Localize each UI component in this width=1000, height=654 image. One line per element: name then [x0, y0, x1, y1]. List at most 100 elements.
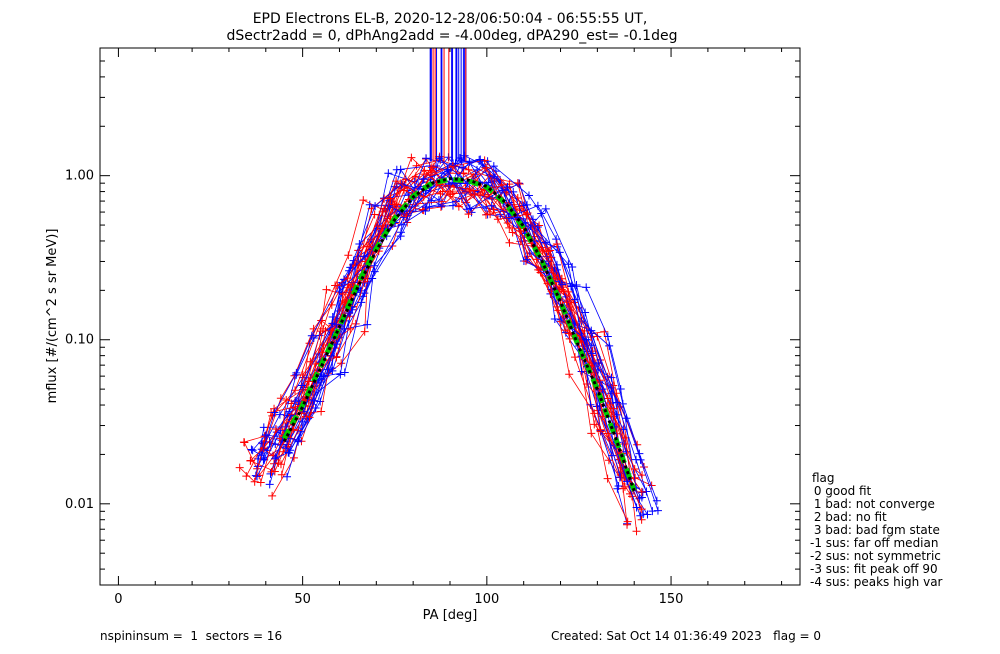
- legend-entry: 2 bad: no fit: [810, 510, 887, 524]
- sweep-line: [260, 169, 643, 510]
- sweep-point: [538, 247, 547, 256]
- sweep-point: [443, 165, 452, 174]
- sweep-point: [503, 182, 512, 191]
- footer-spin-info: nspininsum = 1 sectors = 16: [100, 629, 282, 643]
- sweep-point: [632, 527, 641, 536]
- chart-title-line1: EPD Electrons EL-B, 2020-12-28/06:50:04 …: [253, 11, 648, 27]
- sweep-point: [305, 413, 314, 422]
- sweep-point: [546, 246, 555, 255]
- sweep-point: [637, 487, 646, 496]
- series-layer: [235, 48, 662, 536]
- flag-legend: flag 0 good fit 1 bad: not converge 2 ba…: [810, 471, 943, 589]
- sweep-point: [487, 201, 496, 210]
- sweep-point: [619, 484, 628, 493]
- sweep-point: [552, 235, 561, 244]
- sweep-point: [270, 408, 279, 417]
- sweep-point: [340, 368, 349, 377]
- sweep-point: [445, 179, 454, 188]
- sweep-point: [464, 210, 473, 219]
- sweep-point: [414, 182, 423, 191]
- sweep-point: [446, 190, 455, 199]
- sweep-point: [550, 314, 559, 323]
- sweep-point: [541, 204, 550, 213]
- sweep-point: [603, 332, 612, 341]
- sweep-point: [570, 353, 579, 362]
- legend-entry: 3 bad: bad fgm state: [810, 523, 940, 537]
- sweep-point: [458, 163, 467, 172]
- legend-title: flag: [812, 471, 835, 485]
- sweep-point: [555, 248, 564, 257]
- sweep-point: [590, 420, 599, 429]
- sweep-point: [246, 456, 255, 465]
- sweep-point: [554, 306, 563, 315]
- sweep-point: [283, 472, 292, 481]
- sweep-point: [603, 394, 612, 403]
- x-axis-label: PA [deg]: [423, 608, 478, 623]
- sweep-point: [318, 324, 327, 333]
- sweep-point: [307, 331, 316, 340]
- sweep-point: [250, 477, 259, 486]
- sweep-point: [339, 275, 348, 284]
- sweep-line: [251, 168, 637, 508]
- sweep-point: [368, 248, 377, 257]
- sweep-point: [353, 261, 362, 270]
- legend-entry: 1 bad: not converge: [810, 497, 935, 511]
- sweep-point: [498, 186, 507, 195]
- sweep-point: [268, 491, 277, 500]
- sweep-point: [297, 381, 306, 390]
- sweep-point: [534, 265, 543, 274]
- sweep-point: [267, 467, 276, 476]
- sweep-point: [332, 353, 341, 362]
- sweep-point: [298, 371, 307, 380]
- sweep-point: [469, 186, 478, 195]
- sweep-point: [482, 210, 491, 219]
- sweep-point: [277, 470, 286, 479]
- sweep-point: [637, 515, 646, 524]
- sweep-point: [370, 261, 379, 270]
- sweep-point: [346, 324, 355, 333]
- sweep-point: [568, 263, 577, 272]
- sweep-point: [265, 480, 274, 489]
- sweep-point: [419, 175, 428, 184]
- sweep-point: [390, 200, 399, 209]
- footer-created-info: Created: Sat Oct 14 01:36:49 2023 flag =…: [551, 629, 821, 643]
- sweep-point: [443, 166, 452, 175]
- sweep-point: [270, 454, 279, 463]
- sweep-point: [636, 455, 645, 464]
- sweep-point: [359, 196, 368, 205]
- sweep-line: [239, 156, 629, 522]
- sweep-point: [317, 316, 326, 325]
- sweep-point: [438, 187, 447, 196]
- sweep-point: [309, 324, 318, 333]
- sweep-point: [620, 482, 629, 491]
- sweep-point: [503, 219, 512, 228]
- sweep-line: [263, 160, 640, 499]
- sweep-point: [465, 185, 474, 194]
- sweep-point: [336, 370, 345, 379]
- sweep-point: [522, 210, 531, 219]
- sweep-line: [274, 170, 659, 511]
- sweep-point: [345, 309, 354, 318]
- sweep-point: [332, 340, 341, 349]
- sweep-point: [298, 417, 307, 426]
- sweep-point: [291, 404, 300, 413]
- sweep-point: [235, 463, 244, 472]
- sweep-point: [400, 186, 409, 195]
- sweep-point: [310, 396, 319, 405]
- y-tick-label: 0.10: [65, 333, 94, 348]
- sweep-point: [396, 165, 405, 174]
- sweep-point: [384, 169, 393, 178]
- sweep-point: [256, 478, 265, 487]
- sweep-point: [604, 456, 613, 465]
- sweep-point: [349, 256, 358, 265]
- sweep-point: [594, 358, 603, 367]
- sweep-point: [609, 404, 618, 413]
- sweep-point: [291, 386, 300, 395]
- sweep-point: [344, 251, 353, 260]
- sweep-point: [575, 332, 584, 341]
- sweep-point: [587, 429, 596, 438]
- sweep-point: [253, 472, 262, 481]
- sweep-point: [636, 511, 645, 520]
- sweep-point: [590, 409, 599, 418]
- sweep-point: [596, 425, 605, 434]
